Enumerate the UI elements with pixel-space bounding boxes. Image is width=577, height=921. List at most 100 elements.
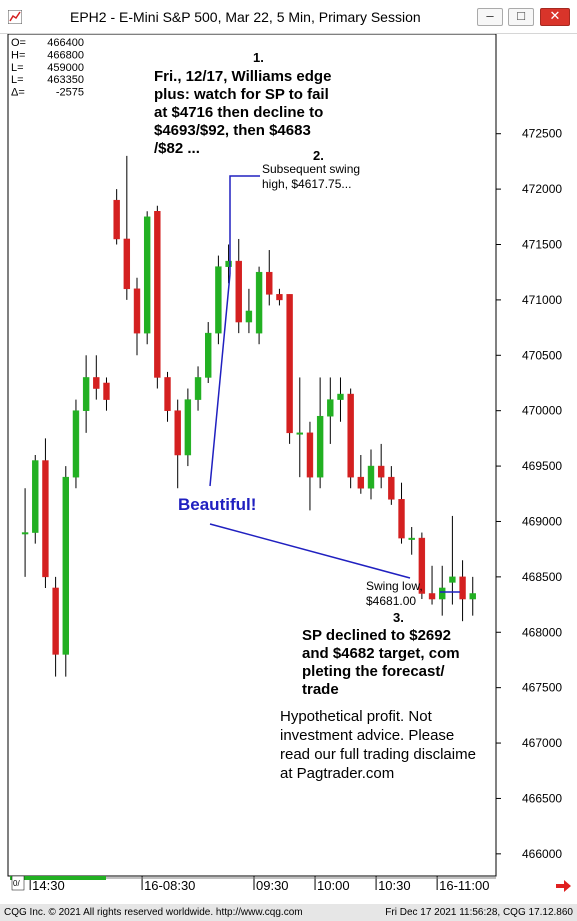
maximize-icon: □ — [517, 8, 525, 23]
beautiful-to-low-line — [209, 523, 411, 579]
readout-label: L= — [11, 62, 24, 74]
candle-body — [143, 216, 151, 334]
y-tick-label: 468000 — [522, 625, 562, 639]
y-tick-label: 469500 — [522, 459, 562, 473]
y-tick-label: 470000 — [522, 404, 562, 418]
candle-body — [428, 593, 436, 600]
candle — [103, 377, 110, 411]
candle — [327, 377, 334, 444]
close-icon: ✕ — [549, 8, 561, 23]
annotation-note-1: Fri., 12/17, Williams edge plus: watch f… — [154, 68, 332, 157]
candle-body — [327, 399, 334, 417]
candle — [72, 399, 80, 489]
candle — [62, 466, 69, 677]
candle-body — [316, 415, 324, 478]
candle — [296, 377, 303, 478]
candle-body — [42, 460, 49, 578]
copyright-text: CQG Inc. © 2021 All rights reserved worl… — [4, 907, 303, 918]
x-tick-label: 10:00 — [317, 878, 350, 893]
y-tick-label: 466000 — [522, 847, 562, 861]
window-titlebar: EPH2 - E-Mini S&P 500, Mar 22, 5 Min, Pr… — [0, 0, 577, 34]
disclaimer-text: Hypothetical profit. Not investment advi… — [280, 708, 476, 782]
y-tick-label: 467000 — [522, 736, 562, 750]
close-button[interactable]: ✕ — [540, 8, 570, 26]
candle — [428, 565, 436, 605]
scroll-left-icon: 0/ — [13, 879, 20, 888]
candle-body — [296, 432, 303, 435]
candle-body — [245, 310, 253, 323]
candle — [357, 455, 365, 494]
candle-body — [449, 576, 456, 583]
candlestick-chart[interactable]: 472500 472000 471500 471000 470500 470000 4695… — [0, 33, 577, 904]
candle — [164, 371, 171, 422]
swing-high-pointer — [229, 175, 260, 274]
readout-value: 459000 — [47, 62, 84, 74]
x-tick-label: 16-11:00 — [439, 878, 489, 893]
candle-body — [32, 460, 39, 533]
x-tick-label: 09:30 — [256, 878, 289, 893]
minimize-button[interactable]: – — [477, 8, 503, 26]
candle-body — [82, 377, 90, 411]
candle-body — [93, 377, 100, 389]
readout-value: 463350 — [47, 74, 84, 86]
candle-body — [174, 410, 181, 456]
candle-body — [103, 382, 110, 400]
readout-value: 466400 — [47, 37, 84, 49]
candle — [388, 466, 395, 505]
y-tick-label: 471500 — [522, 238, 562, 252]
candle-body — [215, 266, 222, 334]
status-footer: CQG Inc. © 2021 All rights reserved worl… — [0, 904, 577, 921]
readout-value: -2575 — [56, 87, 84, 99]
candle-body — [337, 393, 344, 400]
candle-body — [388, 476, 395, 500]
candle-body — [408, 537, 415, 540]
readout-value: 466800 — [47, 49, 84, 61]
candle-body — [62, 476, 69, 655]
candle — [133, 277, 141, 356]
candle-body — [205, 332, 212, 378]
y-tick-label: 469000 — [522, 514, 562, 528]
y-tick-label: 470500 — [522, 348, 562, 362]
beautiful-to-high-line — [209, 273, 231, 487]
scroll-right-arrow-icon[interactable] — [556, 880, 571, 892]
candle-body — [286, 294, 293, 434]
candle — [154, 205, 161, 389]
candle — [21, 488, 29, 577]
x-tick-label: 16-08:30 — [144, 878, 195, 893]
candle-body — [164, 377, 171, 411]
candle — [276, 288, 283, 306]
readout-label: O= — [11, 37, 26, 49]
candle — [408, 527, 415, 555]
maximize-button[interactable]: □ — [508, 8, 534, 26]
x-tick-label: 14:30 — [32, 878, 65, 893]
x-tick-label: 10:30 — [378, 878, 411, 893]
candle — [174, 399, 181, 489]
readout-label: H= — [11, 49, 25, 61]
candle — [225, 244, 232, 284]
window-title: EPH2 - E-Mini S&P 500, Mar 22, 5 Min, Pr… — [70, 9, 421, 25]
candle — [398, 482, 405, 544]
candle — [469, 576, 476, 616]
candle-body — [469, 593, 476, 600]
scroll-left-button[interactable] — [11, 875, 25, 891]
candle-body — [459, 576, 466, 600]
candle — [377, 443, 385, 489]
candle-body — [357, 476, 365, 489]
candle-body — [276, 294, 283, 301]
candle-body — [113, 199, 120, 240]
candle — [316, 377, 324, 489]
candle — [459, 560, 466, 622]
candle — [449, 515, 456, 605]
y-tick-label: 466500 — [522, 791, 562, 805]
candle — [194, 366, 202, 411]
candle — [42, 438, 49, 588]
candle-body — [439, 587, 446, 600]
scrollbar-thumb[interactable] — [10, 876, 106, 880]
candle-body — [154, 211, 161, 378]
annotation-number-2: 2. — [313, 148, 324, 163]
y-tick-label: 467500 — [522, 681, 562, 695]
candle-body — [266, 271, 273, 295]
candle-body — [133, 288, 141, 334]
readout-label: Δ= — [11, 87, 25, 99]
candle-body — [52, 587, 59, 655]
